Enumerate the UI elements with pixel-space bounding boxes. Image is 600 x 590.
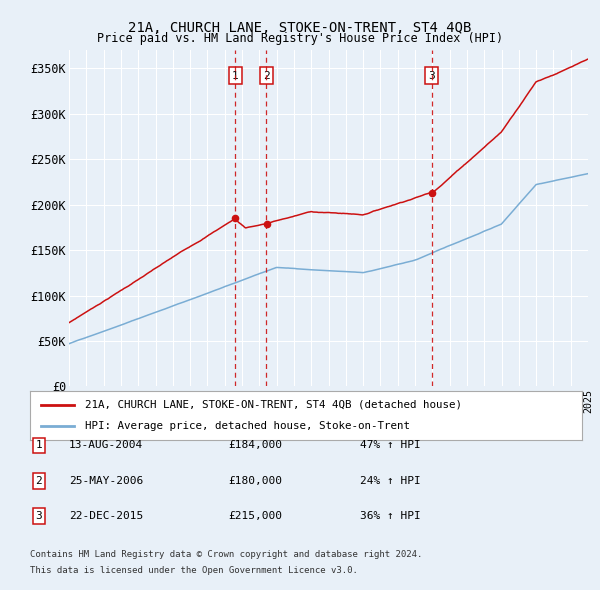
Text: £180,000: £180,000 bbox=[228, 476, 282, 486]
Text: 2: 2 bbox=[263, 71, 269, 81]
Text: HPI: Average price, detached house, Stoke-on-Trent: HPI: Average price, detached house, Stok… bbox=[85, 421, 410, 431]
Text: 1: 1 bbox=[232, 71, 239, 81]
Text: 2: 2 bbox=[35, 476, 43, 486]
Text: 36% ↑ HPI: 36% ↑ HPI bbox=[360, 512, 421, 521]
Text: 3: 3 bbox=[428, 71, 436, 81]
Text: 21A, CHURCH LANE, STOKE-ON-TRENT, ST4 4QB (detached house): 21A, CHURCH LANE, STOKE-ON-TRENT, ST4 4Q… bbox=[85, 399, 462, 409]
Point bbox=[230, 214, 240, 223]
Text: 1: 1 bbox=[35, 441, 43, 450]
Text: 24% ↑ HPI: 24% ↑ HPI bbox=[360, 476, 421, 486]
Text: £184,000: £184,000 bbox=[228, 441, 282, 450]
Text: 25-MAY-2006: 25-MAY-2006 bbox=[69, 476, 143, 486]
Text: This data is licensed under the Open Government Licence v3.0.: This data is licensed under the Open Gov… bbox=[30, 566, 358, 575]
Text: 3: 3 bbox=[35, 512, 43, 521]
Text: £215,000: £215,000 bbox=[228, 512, 282, 521]
Text: Price paid vs. HM Land Registry's House Price Index (HPI): Price paid vs. HM Land Registry's House … bbox=[97, 32, 503, 45]
Text: Contains HM Land Registry data © Crown copyright and database right 2024.: Contains HM Land Registry data © Crown c… bbox=[30, 550, 422, 559]
Text: 22-DEC-2015: 22-DEC-2015 bbox=[69, 512, 143, 521]
Point bbox=[427, 188, 437, 198]
Text: 13-AUG-2004: 13-AUG-2004 bbox=[69, 441, 143, 450]
Text: 47% ↑ HPI: 47% ↑ HPI bbox=[360, 441, 421, 450]
Text: 21A, CHURCH LANE, STOKE-ON-TRENT, ST4 4QB: 21A, CHURCH LANE, STOKE-ON-TRENT, ST4 4Q… bbox=[128, 21, 472, 35]
Point bbox=[262, 219, 271, 228]
